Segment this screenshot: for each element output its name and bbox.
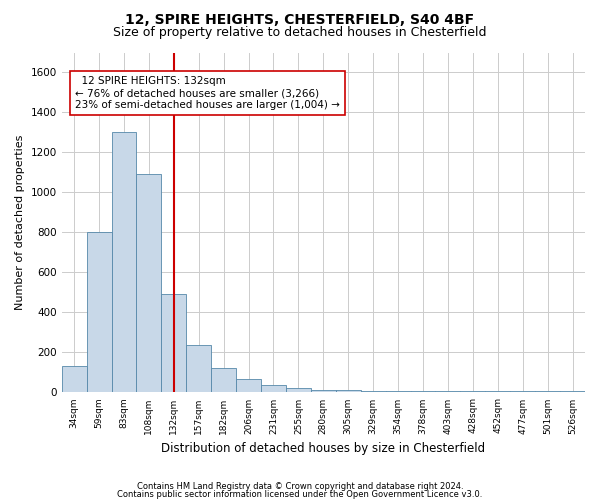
Text: Size of property relative to detached houses in Chesterfield: Size of property relative to detached ho… <box>113 26 487 39</box>
Text: 12, SPIRE HEIGHTS, CHESTERFIELD, S40 4BF: 12, SPIRE HEIGHTS, CHESTERFIELD, S40 4BF <box>125 12 475 26</box>
Bar <box>311 390 336 392</box>
Bar <box>261 386 286 392</box>
Bar <box>186 346 211 393</box>
Text: 12 SPIRE HEIGHTS: 132sqm  
← 76% of detached houses are smaller (3,266)
23% of s: 12 SPIRE HEIGHTS: 132sqm ← 76% of detach… <box>76 76 340 110</box>
Bar <box>336 390 361 392</box>
Bar <box>86 232 112 392</box>
Bar <box>211 368 236 392</box>
Text: Contains HM Land Registry data © Crown copyright and database right 2024.: Contains HM Land Registry data © Crown c… <box>137 482 463 491</box>
Bar <box>236 380 261 392</box>
Text: Contains public sector information licensed under the Open Government Licence v3: Contains public sector information licen… <box>118 490 482 499</box>
X-axis label: Distribution of detached houses by size in Chesterfield: Distribution of detached houses by size … <box>161 442 485 455</box>
Bar <box>286 388 311 392</box>
Bar <box>386 391 410 392</box>
Bar <box>112 132 136 392</box>
Y-axis label: Number of detached properties: Number of detached properties <box>15 135 25 310</box>
Bar <box>161 294 186 392</box>
Bar <box>136 174 161 392</box>
Bar <box>62 366 86 392</box>
Bar <box>361 391 386 392</box>
